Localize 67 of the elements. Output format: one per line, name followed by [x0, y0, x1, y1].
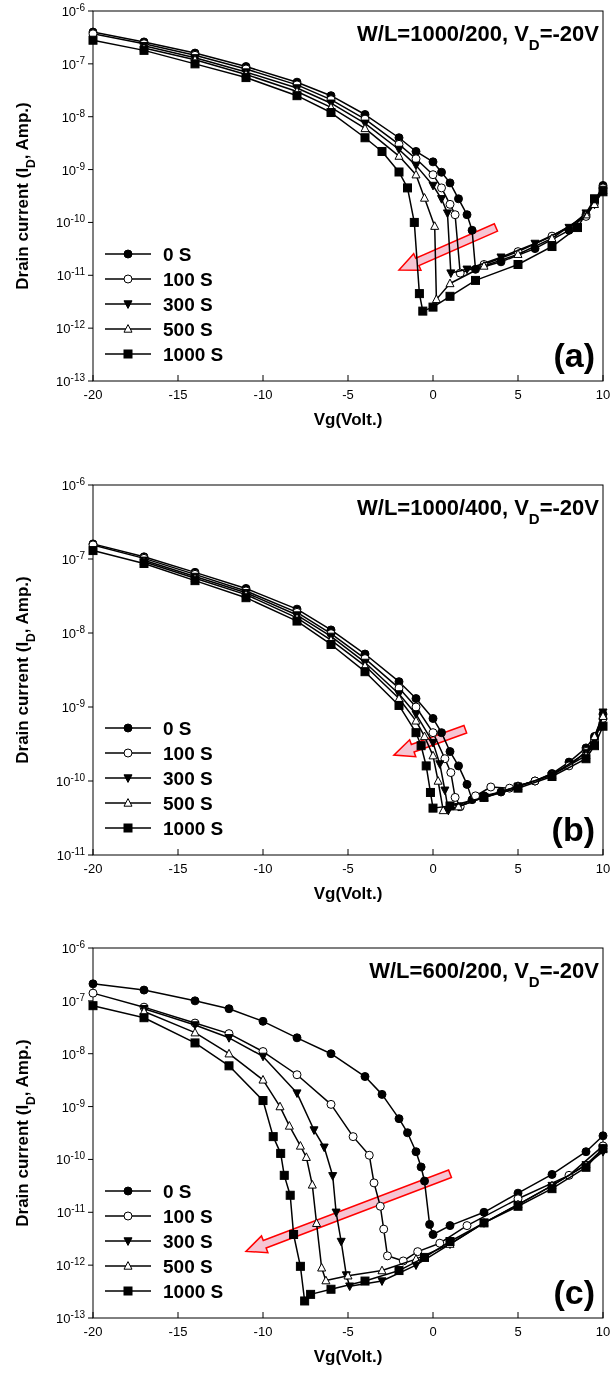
x-tick-label: 0 [429, 1324, 437, 1339]
annotation: (c) [553, 1273, 595, 1311]
x-tick-label: -15 [168, 1324, 188, 1339]
x-tick-label: 10 [595, 1324, 611, 1339]
y-tick-label: 10$^{-10}$ [56, 771, 86, 789]
y-tick-label: 10$^{-12}$ [56, 1255, 86, 1274]
legend-label: 300 S [163, 1231, 213, 1252]
legend-label: 100 S [163, 1206, 213, 1227]
legend-label: 0 S [163, 244, 192, 265]
legend-label: 500 S [163, 1256, 213, 1277]
y-tick-label: 10$^{-6}$ [61, 475, 86, 493]
annotation: (a) [553, 336, 595, 374]
y-tick-label: 10$^{-13}$ [56, 1308, 86, 1326]
x-tick-label: -5 [342, 387, 354, 402]
x-tick-label: -15 [168, 861, 188, 876]
x-tick-label: -15 [168, 387, 188, 402]
annotation: (b) [551, 810, 595, 848]
y-tick-label: 10$^{-11}$ [56, 265, 86, 284]
y-tick-label: 10$^{-6}$ [61, 1, 86, 19]
y-tick-label: 10$^{-12}$ [56, 318, 86, 337]
text: W/L=1000/400, V$_{D}$=-20V [357, 495, 600, 527]
y-tick-label: 10$^{-8}$ [61, 107, 86, 125]
y-tick-label: 10$^{-7}$ [61, 54, 86, 72]
x-tick-label: 0 [429, 387, 437, 402]
legend-label: 0 S [163, 1181, 192, 1202]
legend-label: 300 S [163, 294, 213, 315]
legend-label: 1000 S [163, 344, 224, 365]
legend-label: 0 S [163, 718, 192, 739]
y-tick-label: 10$^{-6}$ [61, 938, 86, 956]
x-axis-title: Vg(Volt.) [313, 1347, 383, 1366]
y-tick-label: 10$^{-11}$ [56, 1202, 86, 1221]
legend-label: 300 S [163, 768, 213, 789]
legend-label: 100 S [163, 743, 213, 764]
y-tick-label: 10$^{-10}$ [56, 1149, 86, 1168]
x-tick-label: -10 [253, 387, 273, 402]
text: W/L=1000/200, V$_{D}$=-20V [357, 21, 600, 53]
y-tick-label: 10$^{-9}$ [61, 697, 86, 715]
legend-label: 1000 S [163, 818, 224, 839]
x-tick-label: -5 [342, 861, 354, 876]
x-tick-label: 10 [595, 861, 611, 876]
y-tick-label: 10$^{-9}$ [61, 1097, 86, 1115]
x-tick-label: -10 [253, 861, 273, 876]
x-tick-label: -20 [83, 387, 103, 402]
x-tick-label: 5 [514, 861, 522, 876]
x-tick-label: 0 [429, 861, 437, 876]
x-tick-label: 5 [514, 1324, 522, 1339]
legend-label: 500 S [163, 793, 213, 814]
y-tick-label: 10$^{-11}$ [56, 845, 86, 863]
y-tick-label: 10$^{-7}$ [61, 991, 86, 1009]
x-tick-label: -20 [83, 1324, 103, 1339]
legend-label: 500 S [163, 319, 213, 340]
x-tick-label: -20 [83, 861, 103, 876]
y-tick-label: 10$^{-8}$ [61, 1044, 86, 1062]
legend-label: 100 S [163, 269, 213, 290]
x-axis-title: Vg(Volt.) [313, 410, 383, 429]
x-tick-label: 10 [595, 387, 611, 402]
legend-label: 1000 S [163, 1281, 224, 1302]
x-tick-label: 5 [514, 387, 522, 402]
y-tick-label: 10$^{-10}$ [56, 212, 86, 231]
text: W/L=600/200, V$_{D}$=-20V [369, 958, 600, 990]
y-tick-label: 10$^{-13}$ [56, 371, 86, 389]
y-tick-label: 10$^{-7}$ [61, 549, 86, 567]
x-tick-label: -10 [253, 1324, 273, 1339]
y-tick-label: 10$^{-9}$ [61, 160, 86, 178]
x-tick-label: -5 [342, 1324, 354, 1339]
x-axis-title: Vg(Volt.) [313, 884, 383, 903]
y-tick-label: 10$^{-8}$ [61, 623, 86, 641]
